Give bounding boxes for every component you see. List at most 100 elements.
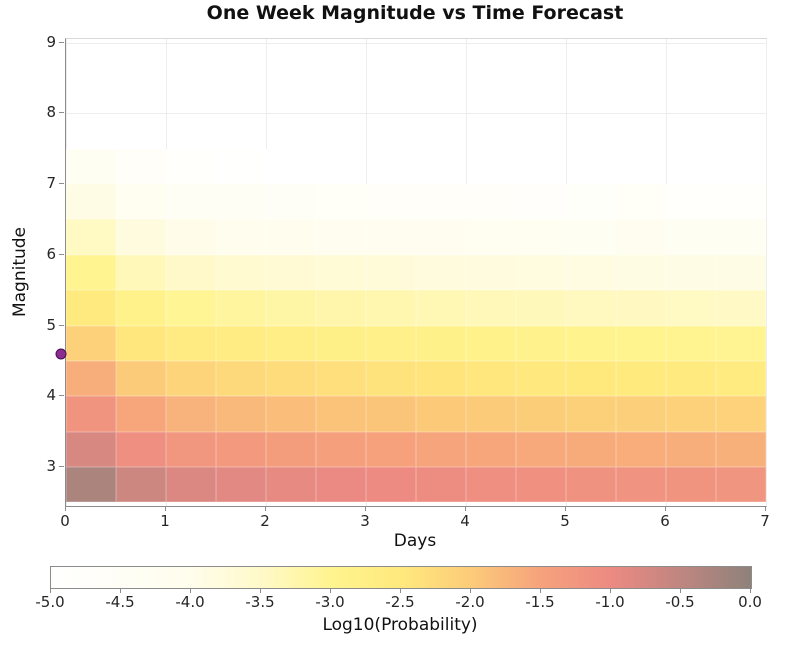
x-axis-label: Days	[393, 531, 437, 551]
y-tick-label: 3	[46, 457, 56, 476]
heatmap-cell	[266, 396, 316, 432]
colorbar-tick-label: -4.5	[105, 593, 135, 611]
heatmap-cell	[66, 290, 116, 326]
y-tick-label: 8	[46, 103, 56, 122]
heatmap-cell	[715, 360, 766, 397]
colorbar-tick-mark	[190, 589, 191, 593]
heatmap-cell	[616, 396, 666, 432]
heatmap-cell	[116, 219, 166, 255]
heatmap-cell	[566, 431, 616, 468]
x-tick-mark	[65, 506, 66, 511]
heatmap-cell	[366, 360, 416, 397]
heatmap-cell	[516, 219, 566, 255]
colorbar-tick-label: -3.5	[245, 593, 275, 611]
colorbar-tick-label: -4.0	[175, 593, 205, 611]
colorbar-tick-label: -0.5	[665, 593, 695, 611]
colorbar-tick-label: 0.0	[738, 593, 762, 611]
colorbar-tick-mark	[260, 589, 261, 593]
heatmap-cell	[216, 148, 266, 185]
heatmap-cell	[366, 290, 416, 326]
colorbar-tick-mark	[750, 589, 751, 593]
heatmap-cell	[715, 219, 766, 255]
heatmap-cell	[116, 431, 166, 468]
x-tick-mark	[265, 506, 266, 511]
heatmap-cell	[516, 467, 566, 503]
heatmap-cell	[316, 396, 366, 432]
heatmap-cell	[116, 254, 166, 291]
heatmap-cell	[416, 254, 466, 291]
x-tick-label: 4	[460, 512, 470, 530]
heatmap-cell	[616, 360, 666, 397]
y-tick-label: 7	[46, 174, 56, 193]
heatmap-cell	[66, 396, 116, 432]
heatmap-cell	[516, 254, 566, 291]
heatmap-cell	[616, 325, 666, 361]
heatmap-cell	[715, 431, 766, 468]
heatmap-cell	[116, 467, 166, 503]
heatmap-cell	[516, 325, 566, 361]
colorbar-tick-mark	[680, 589, 681, 593]
heatmap-cell	[366, 254, 416, 291]
heatmap-cell	[116, 360, 166, 397]
x-tick-label: 0	[60, 512, 70, 530]
heatmap-cell	[416, 184, 466, 220]
colorbar-tick-label: -3.0	[315, 593, 345, 611]
heatmap-cell	[466, 360, 516, 397]
y-axis-label: Magnitude	[10, 226, 30, 318]
heatmap-cell	[616, 219, 666, 255]
heatmap-cell	[566, 396, 616, 432]
chart-title: One Week Magnitude vs Time Forecast	[206, 2, 624, 24]
heatmap-cell	[616, 290, 666, 326]
heatmap-cell	[666, 219, 716, 255]
heatmap-cell	[166, 431, 216, 468]
heatmap-cell	[166, 254, 216, 291]
heatmap-cell	[66, 219, 116, 255]
x-tick-mark	[765, 506, 766, 511]
heatmap-cell	[166, 290, 216, 326]
x-tick-label: 3	[360, 512, 370, 530]
heatmap-cell	[266, 290, 316, 326]
y-tick-mark	[59, 183, 64, 185]
heatmap-cell	[516, 396, 566, 432]
x-tick-label: 7	[760, 512, 770, 530]
heatmap-cell	[666, 290, 716, 326]
colorbar-tick-mark	[50, 589, 51, 593]
heatmap-cell	[715, 290, 766, 326]
heatmap-cell	[116, 184, 166, 220]
heatmap-cell	[166, 325, 216, 361]
colorbar-label: Log10(Probability)	[322, 615, 478, 635]
y-tick-label: 5	[46, 315, 56, 334]
y-tick-label: 6	[46, 244, 56, 263]
colorbar-tick-label: -2.0	[455, 593, 485, 611]
heatmap-cell	[66, 254, 116, 291]
y-tick-mark	[59, 395, 64, 397]
gridline	[766, 39, 767, 506]
heatmap-cell	[66, 467, 116, 503]
x-tick-label: 1	[160, 512, 170, 530]
heatmap-cell	[116, 290, 166, 326]
heatmap-cell	[466, 396, 516, 432]
heatmap-cell	[416, 219, 466, 255]
colorbar-tick-mark	[470, 589, 471, 593]
heatmap-cell	[266, 219, 316, 255]
heatmap-cell	[216, 290, 266, 326]
heatmap-plot	[55, 38, 767, 507]
heatmap-cell	[466, 325, 516, 361]
heatmap-cell	[216, 396, 266, 432]
heatmap-cell	[316, 219, 366, 255]
heatmap-cell	[516, 290, 566, 326]
colorbar-tick-mark	[540, 589, 541, 593]
heatmap-cell	[216, 184, 266, 220]
heatmap-cell	[366, 184, 416, 220]
heatmap-cell	[266, 254, 316, 291]
heatmap-cell	[566, 325, 616, 361]
heatmap-cell	[466, 290, 516, 326]
colorbar	[50, 566, 752, 589]
heatmap-cell	[216, 431, 266, 468]
heatmap-cell	[166, 219, 216, 255]
x-tick-mark	[465, 506, 466, 511]
heatmap-cell	[466, 254, 516, 291]
x-tick-mark	[665, 506, 666, 511]
y-tick-mark	[59, 466, 64, 468]
colorbar-tick-mark	[400, 589, 401, 593]
